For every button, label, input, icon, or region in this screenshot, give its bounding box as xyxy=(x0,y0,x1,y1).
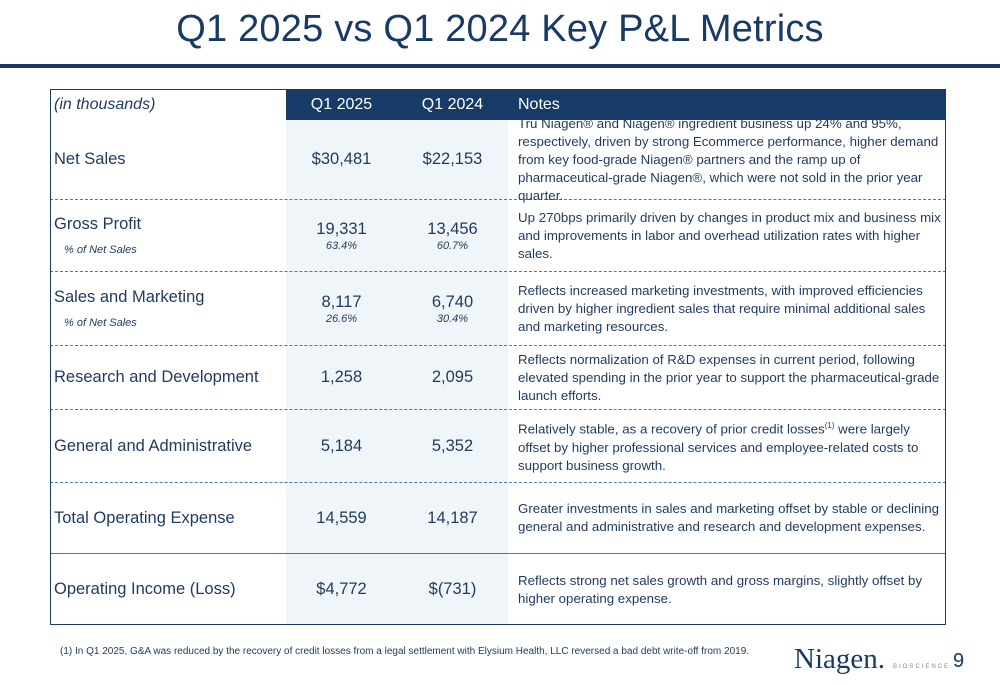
value-q1-2025: 8,117 xyxy=(321,292,362,311)
value-q1-2025: 5,184 xyxy=(320,436,363,455)
table-row-total-operating-expense: Total Operating Expense 14,559 14,187 Gr… xyxy=(50,483,946,554)
value-q1-2025: $30,481 xyxy=(311,150,372,168)
table-row-general-administrative: General and Administrative 5,184 5,352 R… xyxy=(50,410,946,483)
header-q1-2024: Q1 2024 xyxy=(397,89,508,120)
footnote-ref: (1) xyxy=(824,421,835,431)
values-shading xyxy=(286,89,508,625)
page-title: Q1 2025 vs Q1 2024 Key P&L Metrics xyxy=(176,8,824,50)
row-note: Tru Niagen® and Niagen® ingredient busin… xyxy=(518,115,939,203)
value-q1-2024: $(731) xyxy=(428,580,477,598)
table-row-gross-profit: Gross Profit % of Net Sales 19,331 63.4%… xyxy=(50,200,946,272)
pct-q1-2025: 63.4% xyxy=(325,239,358,252)
table-row-sales-marketing: Sales and Marketing % of Net Sales 8,117… xyxy=(50,272,946,346)
row-label: Total Operating Expense xyxy=(54,508,235,527)
logo-subtext: BIOSCIENCE xyxy=(893,664,951,670)
niagen-logo: Niagen. BIOSCIENCE xyxy=(794,643,950,676)
title-rule xyxy=(0,64,1000,68)
pct-q1-2024: 30.4% xyxy=(436,312,469,325)
value-q1-2024: 2,095 xyxy=(431,368,474,386)
value-q1-2025: $4,772 xyxy=(316,580,367,598)
value-q1-2024: 5,352 xyxy=(431,436,474,455)
row-note: Relatively stable, as a recovery of prio… xyxy=(518,421,919,473)
row-label: Net Sales xyxy=(54,150,126,168)
table-border xyxy=(50,89,946,625)
page-number: 9 xyxy=(953,650,965,672)
row-sublabel: % of Net Sales xyxy=(64,317,137,329)
value-q1-2024: 13,456 xyxy=(427,219,478,238)
table-header: (in thousands) Q1 2025 Q1 2024 Notes xyxy=(50,89,946,120)
row-label: Operating Income (Loss) xyxy=(54,580,236,598)
footnote: (1) In Q1 2025, G&A was reduced by the r… xyxy=(60,646,750,657)
value-q1-2025: 14,559 xyxy=(316,508,367,527)
row-note: Up 270bps primarily driven by changes in… xyxy=(518,209,941,261)
pct-q1-2024: 60.7% xyxy=(436,239,469,252)
logo-wordmark: Niagen. xyxy=(794,643,885,675)
row-sublabel: % of Net Sales xyxy=(64,244,137,256)
pct-q1-2025: 26.6% xyxy=(325,312,358,325)
row-label: Sales and Marketing xyxy=(54,288,205,306)
value-q1-2025: 19,331 xyxy=(316,219,367,238)
row-label: Gross Profit xyxy=(54,215,142,233)
row-label: Research and Development xyxy=(54,368,259,386)
table-row-research-development: Research and Development 1,258 2,095 Ref… xyxy=(50,346,946,410)
header-unit: (in thousands) xyxy=(50,89,286,120)
row-note: Greater investments in sales and marketi… xyxy=(518,501,940,534)
value-q1-2025: 1,258 xyxy=(320,368,363,386)
row-note: Reflects strong net sales growth and gro… xyxy=(518,572,923,606)
header-notes: Notes xyxy=(508,89,946,120)
value-q1-2024: 6,740 xyxy=(431,292,474,311)
table-row-net-sales: Net Sales $30,481 $22,153 Tru Niagen® an… xyxy=(50,116,946,203)
value-q1-2024: $22,153 xyxy=(422,150,483,168)
row-label: General and Administrative xyxy=(54,436,253,455)
value-q1-2024: 14,187 xyxy=(427,508,478,527)
row-note: Reflects increased marketing investments… xyxy=(518,282,926,334)
table-row-operating-income: Operating Income (Loss) $4,772 $(731) Re… xyxy=(50,554,946,625)
header-q1-2025: Q1 2025 xyxy=(286,89,397,120)
pl-metrics-table: (in thousands) Q1 2025 Q1 2024 Notes Net… xyxy=(50,89,946,625)
row-note: Reflects normalization of R&D expenses i… xyxy=(518,351,940,403)
